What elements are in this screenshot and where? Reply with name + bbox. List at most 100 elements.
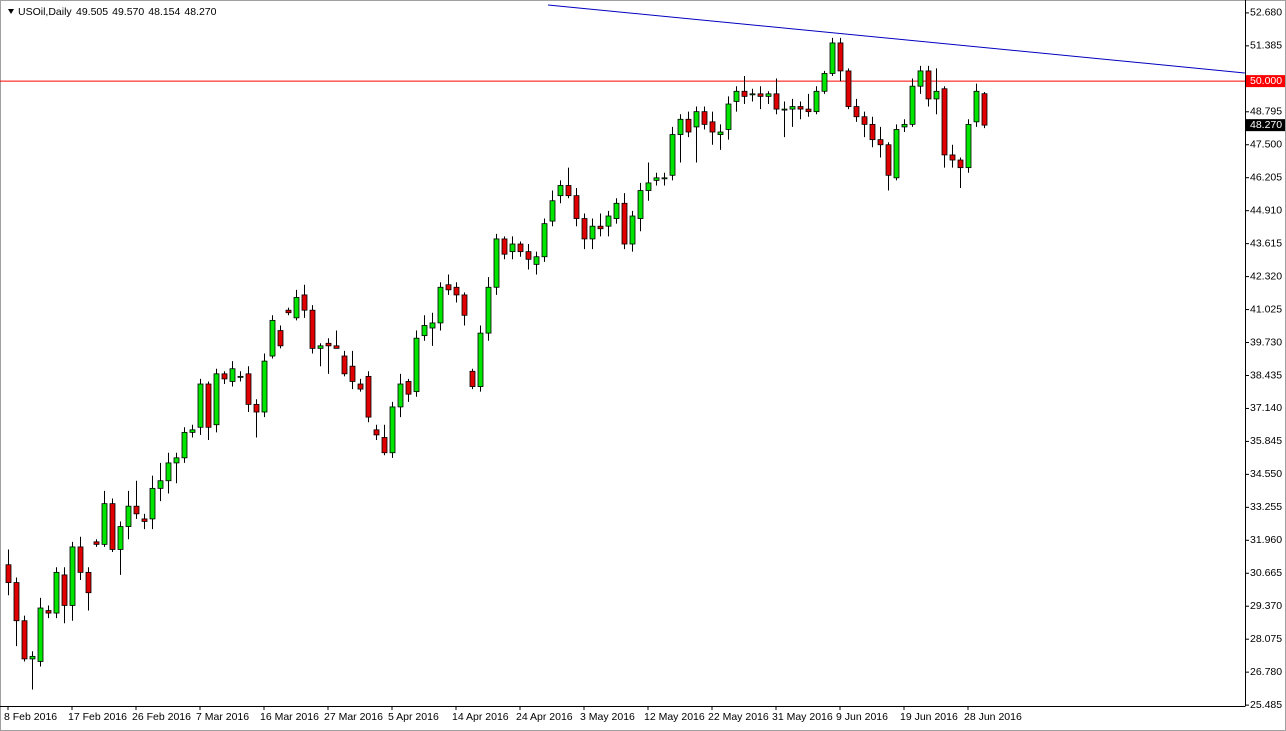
candle-body bbox=[845, 70, 852, 107]
candle-body bbox=[933, 90, 940, 100]
candle-body bbox=[677, 118, 684, 135]
candle-body bbox=[501, 238, 508, 255]
x-tick-label: 16 Mar 2016 bbox=[260, 711, 319, 723]
candle-body bbox=[469, 370, 476, 387]
x-tick-label: 27 Mar 2016 bbox=[324, 711, 383, 723]
candle-body bbox=[701, 111, 708, 125]
candle-body bbox=[445, 284, 452, 291]
x-tick-label: 22 May 2016 bbox=[708, 711, 769, 723]
candle-body bbox=[709, 121, 716, 133]
candle-body bbox=[605, 215, 612, 227]
candle-body bbox=[589, 225, 596, 240]
candle-body bbox=[109, 503, 116, 550]
candle-body bbox=[749, 93, 756, 96]
candle-body bbox=[389, 406, 396, 454]
candle-body bbox=[285, 309, 292, 314]
candle-body bbox=[805, 108, 812, 113]
candle-body bbox=[885, 144, 892, 176]
x-tick-label: 17 Feb 2016 bbox=[68, 711, 127, 723]
y-tick-label: 33.255 bbox=[1250, 501, 1282, 513]
candle-body bbox=[453, 286, 460, 296]
y-tick-label: 47.500 bbox=[1250, 139, 1282, 151]
candle-body bbox=[237, 375, 244, 378]
y-tick-label: 41.025 bbox=[1250, 303, 1282, 315]
y-tick-label: 30.665 bbox=[1250, 567, 1282, 579]
candle-body bbox=[909, 85, 916, 125]
x-tick-label: 12 May 2016 bbox=[644, 711, 705, 723]
candle-body bbox=[525, 251, 532, 260]
header-value: 48.154 bbox=[148, 6, 180, 18]
candle-body bbox=[245, 373, 252, 405]
candle-body bbox=[349, 365, 356, 382]
candle-body bbox=[493, 238, 500, 288]
candle-body bbox=[85, 571, 92, 594]
x-tick-label: 9 Jun 2016 bbox=[836, 711, 888, 723]
candle-body bbox=[165, 462, 172, 482]
x-tick-label: 31 May 2016 bbox=[772, 711, 833, 723]
y-tick-label: 25.485 bbox=[1250, 699, 1282, 711]
candle-body bbox=[397, 383, 404, 408]
candle-body bbox=[189, 429, 196, 433]
candle-body bbox=[373, 429, 380, 436]
candle-body bbox=[309, 309, 316, 349]
candle-body bbox=[333, 345, 340, 349]
candle-body bbox=[381, 437, 388, 454]
candle-body bbox=[661, 177, 668, 180]
candle-body bbox=[53, 571, 60, 614]
candle-body bbox=[101, 503, 108, 545]
candle-body bbox=[941, 88, 948, 156]
x-tick-label: 7 Mar 2016 bbox=[196, 711, 249, 723]
y-tick-label: 35.845 bbox=[1250, 435, 1282, 447]
candle-body bbox=[733, 90, 740, 102]
candle-body bbox=[621, 202, 628, 245]
candle-body bbox=[477, 332, 484, 387]
candle-body bbox=[229, 368, 236, 382]
candle-body bbox=[965, 123, 972, 169]
candle-body bbox=[461, 294, 468, 316]
candle-body bbox=[149, 487, 156, 520]
candle-body bbox=[821, 73, 828, 92]
y-tick-label: 28.075 bbox=[1250, 633, 1282, 645]
candle-body bbox=[221, 373, 228, 380]
candle-body bbox=[77, 546, 84, 573]
candle-body bbox=[181, 431, 188, 459]
candle-body bbox=[5, 564, 12, 583]
candle-body bbox=[437, 286, 444, 324]
y-tick-label: 52.680 bbox=[1250, 7, 1282, 19]
y-tick-label: 44.910 bbox=[1250, 204, 1282, 216]
candle-body bbox=[293, 297, 300, 319]
candle-body bbox=[29, 655, 36, 660]
y-tick-label: 38.435 bbox=[1250, 369, 1282, 381]
candle-body bbox=[669, 134, 676, 176]
candle-body bbox=[725, 103, 732, 130]
candle-body bbox=[61, 574, 68, 606]
candle-body bbox=[757, 93, 764, 97]
y-tick-label: 34.550 bbox=[1250, 468, 1282, 480]
candle-body bbox=[141, 518, 148, 522]
x-tick-label: 8 Feb 2016 bbox=[4, 711, 57, 723]
y-tick-label: 42.320 bbox=[1250, 270, 1282, 282]
candle-body bbox=[853, 106, 860, 118]
candle-body bbox=[277, 330, 284, 347]
candle-body bbox=[597, 225, 604, 230]
candle-body bbox=[173, 457, 180, 464]
candle-body bbox=[69, 546, 76, 606]
candle-body bbox=[13, 582, 20, 622]
candle-body bbox=[813, 90, 820, 113]
y-tick-label: 39.730 bbox=[1250, 336, 1282, 348]
candle-body bbox=[717, 131, 724, 135]
candle-body bbox=[421, 325, 428, 337]
candle-body bbox=[197, 383, 204, 428]
candle-body bbox=[365, 375, 372, 418]
candle-body bbox=[837, 42, 844, 72]
candle-body bbox=[797, 106, 804, 110]
price-label: 48.270 bbox=[1250, 119, 1282, 131]
level-label: 50.000 bbox=[1250, 75, 1282, 87]
candle-body bbox=[629, 215, 636, 245]
candle-body bbox=[125, 505, 132, 527]
candle-body bbox=[861, 116, 868, 125]
y-tick-label: 29.370 bbox=[1250, 600, 1282, 612]
candle-body bbox=[213, 373, 220, 426]
